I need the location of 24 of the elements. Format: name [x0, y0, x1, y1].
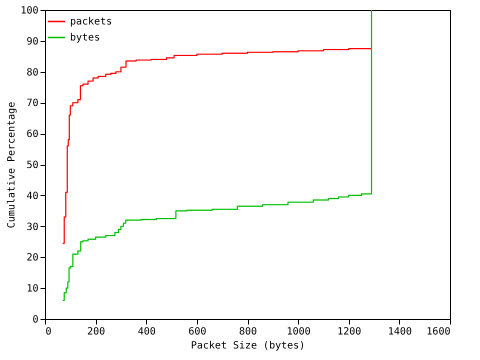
- x-tick-label: 400: [138, 326, 156, 338]
- x-tick-label: 800: [238, 326, 258, 338]
- x-tick-label: 1000: [286, 326, 311, 338]
- y-tick-label: 10: [26, 284, 38, 295]
- y-tick-label: 20: [26, 252, 38, 264]
- x-tick-label: 200: [87, 326, 106, 338]
- x-tick-label: 1400: [388, 326, 412, 338]
- y-tick-label: 60: [26, 129, 38, 140]
- x-tick-label: 0: [46, 326, 52, 338]
- y-tick-label: 90: [26, 36, 38, 48]
- y-tick-label: 80: [26, 67, 38, 78]
- x-tick-label: 1200: [337, 326, 362, 338]
- y-axis-title: Cumulative Percentage: [6, 102, 18, 228]
- x-axis-title: Packet Size (bytes): [190, 340, 306, 352]
- legend-label: packets: [70, 16, 112, 28]
- y-tick-label: 70: [26, 98, 38, 110]
- y-tick-label: 50: [26, 160, 38, 171]
- y-tick-label: 100: [20, 6, 38, 16]
- x-tick-label: 1600: [426, 326, 450, 338]
- x-tick-label: 600: [188, 326, 206, 338]
- legend-label: bytes: [70, 32, 100, 44]
- y-tick-label: 40: [26, 190, 38, 202]
- y-tick-label: 30: [26, 222, 38, 233]
- y-tick-label: 0: [32, 314, 38, 326]
